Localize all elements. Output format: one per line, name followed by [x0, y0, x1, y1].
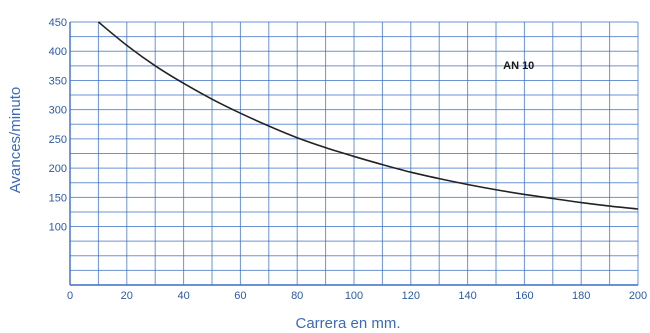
- y-tick-label: 150: [49, 192, 67, 204]
- series-group: [97, 21, 639, 210]
- x-tick-label: 180: [572, 290, 590, 302]
- x-tick-labels: 0 20 40 60 80 100 120 140 160 180 200: [67, 290, 647, 302]
- x-tick-label: 100: [345, 290, 363, 302]
- y-tick-label: 200: [49, 163, 67, 175]
- y-tick-label: 400: [49, 46, 67, 58]
- x-tick-label: 140: [458, 290, 476, 302]
- x-tick-label: 20: [121, 290, 133, 302]
- x-axis-label: Carrera en mm.: [295, 315, 400, 332]
- y-tick-label: 100: [49, 222, 67, 234]
- y-tick-label: 350: [49, 75, 67, 87]
- y-tick-label: 450: [49, 17, 67, 29]
- y-axis-label: Avances/minuto: [7, 87, 24, 193]
- x-tick-label: 160: [515, 290, 533, 302]
- y-tick-labels: 100 150 200 250 300 350 400 450: [49, 17, 67, 234]
- annotations: AN 10: [503, 60, 534, 72]
- series-annotation: AN 10: [503, 60, 534, 72]
- y-tick-label: 300: [49, 105, 67, 117]
- axes: [69, 22, 638, 286]
- x-tick-label: 200: [629, 290, 647, 302]
- x-tick-label: 0: [67, 290, 73, 302]
- y-tick-label: 250: [49, 134, 67, 146]
- x-tick-label: 60: [234, 290, 246, 302]
- x-tick-label: 120: [402, 290, 420, 302]
- series-line: [97, 21, 639, 210]
- x-tick-label: 80: [291, 290, 303, 302]
- grid: [69, 21, 639, 286]
- x-tick-label: 40: [177, 290, 189, 302]
